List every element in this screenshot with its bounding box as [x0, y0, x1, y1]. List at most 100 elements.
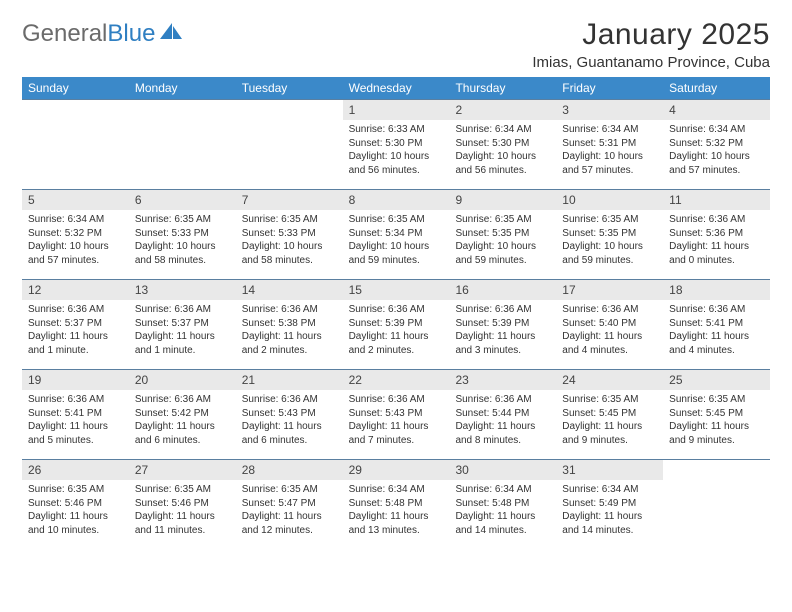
day-details: Sunrise: 6:36 AMSunset: 5:37 PMDaylight:…	[22, 300, 129, 363]
day-details: Sunrise: 6:35 AMSunset: 5:33 PMDaylight:…	[236, 210, 343, 273]
sunset-text: Sunset: 5:39 PM	[349, 317, 444, 331]
day-number: 2	[449, 99, 556, 120]
day-number: 8	[343, 189, 450, 210]
sunset-text: Sunset: 5:36 PM	[669, 227, 764, 241]
day-cell: 7Sunrise: 6:35 AMSunset: 5:33 PMDaylight…	[236, 189, 343, 279]
daylight-text: Daylight: 10 hours and 57 minutes.	[28, 240, 123, 267]
day-cell: 6Sunrise: 6:35 AMSunset: 5:33 PMDaylight…	[129, 189, 236, 279]
day-number: 12	[22, 279, 129, 300]
daylight-text: Daylight: 11 hours and 2 minutes.	[349, 330, 444, 357]
daylight-text: Daylight: 11 hours and 8 minutes.	[455, 420, 550, 447]
sunset-text: Sunset: 5:32 PM	[28, 227, 123, 241]
daylight-text: Daylight: 11 hours and 6 minutes.	[135, 420, 230, 447]
sunset-text: Sunset: 5:49 PM	[562, 497, 657, 511]
weekday-header: Thursday	[449, 77, 556, 99]
sunset-text: Sunset: 5:38 PM	[242, 317, 337, 331]
day-number: 21	[236, 369, 343, 390]
day-details: Sunrise: 6:34 AMSunset: 5:48 PMDaylight:…	[343, 480, 450, 543]
sunrise-text: Sunrise: 6:34 AM	[562, 483, 657, 497]
day-details: Sunrise: 6:35 AMSunset: 5:45 PMDaylight:…	[556, 390, 663, 453]
day-cell: 14Sunrise: 6:36 AMSunset: 5:38 PMDayligh…	[236, 279, 343, 369]
day-number: 28	[236, 459, 343, 480]
day-cell: 9Sunrise: 6:35 AMSunset: 5:35 PMDaylight…	[449, 189, 556, 279]
daylight-text: Daylight: 10 hours and 59 minutes.	[562, 240, 657, 267]
daylight-text: Daylight: 11 hours and 9 minutes.	[669, 420, 764, 447]
day-cell: 26Sunrise: 6:35 AMSunset: 5:46 PMDayligh…	[22, 459, 129, 549]
day-details: Sunrise: 6:34 AMSunset: 5:32 PMDaylight:…	[663, 120, 770, 183]
day-details: Sunrise: 6:35 AMSunset: 5:46 PMDaylight:…	[129, 480, 236, 543]
daylight-text: Daylight: 11 hours and 12 minutes.	[242, 510, 337, 537]
sunset-text: Sunset: 5:33 PM	[135, 227, 230, 241]
day-details: Sunrise: 6:34 AMSunset: 5:48 PMDaylight:…	[449, 480, 556, 543]
logo-text-gray: General	[22, 20, 107, 48]
day-cell: 2Sunrise: 6:34 AMSunset: 5:30 PMDaylight…	[449, 99, 556, 189]
sunset-text: Sunset: 5:43 PM	[242, 407, 337, 421]
day-number: 31	[556, 459, 663, 480]
day-cell: 15 Sunrise: 6:36 AMSunset: 5:39 PMDayligh…	[343, 279, 450, 369]
day-cell: 16Sunrise: 6:36 AMSunset: 5:39 PMDayligh…	[449, 279, 556, 369]
daylight-text: Daylight: 11 hours and 7 minutes.	[349, 420, 444, 447]
weekday-header: Wednesday	[343, 77, 450, 99]
day-number: 15	[343, 279, 450, 300]
daylight-text: Daylight: 11 hours and 10 minutes.	[28, 510, 123, 537]
day-cell: 24Sunrise: 6:35 AMSunset: 5:45 PMDayligh…	[556, 369, 663, 459]
daylight-text: Daylight: 10 hours and 58 minutes.	[135, 240, 230, 267]
day-details: Sunrise: 6:36 AMSunset: 5:42 PMDaylight:…	[129, 390, 236, 453]
page-subtitle: Imias, Guantanamo Province, Cuba	[532, 54, 770, 71]
day-number: 23	[449, 369, 556, 390]
day-details: Sunrise: 6:36 AMSunset: 5:38 PMDaylight:…	[236, 300, 343, 363]
week-row: 12Sunrise: 6:36 AMSunset: 5:37 PMDayligh…	[22, 279, 770, 369]
sunset-text: Sunset: 5:37 PM	[135, 317, 230, 331]
day-cell: 13Sunrise: 6:36 AMSunset: 5:37 PMDayligh…	[129, 279, 236, 369]
day-number: 7	[236, 189, 343, 210]
day-number: 1	[343, 99, 450, 120]
day-cell: 4Sunrise: 6:34 AMSunset: 5:32 PMDaylight…	[663, 99, 770, 189]
logo-text-blue: Blue	[107, 20, 155, 48]
day-details: Sunrise: 6:36 AMSunset: 5:41 PMDaylight:…	[663, 300, 770, 363]
day-cell: 20Sunrise: 6:36 AMSunset: 5:42 PMDayligh…	[129, 369, 236, 459]
sunset-text: Sunset: 5:41 PM	[669, 317, 764, 331]
day-details: Sunrise: 6:35 AMSunset: 5:46 PMDaylight:…	[22, 480, 129, 543]
sunrise-text: Sunrise: 6:35 AM	[669, 393, 764, 407]
weekday-header: Saturday	[663, 77, 770, 99]
sunrise-text: Sunrise: 6:36 AM	[669, 303, 764, 317]
sunset-text: Sunset: 5:35 PM	[562, 227, 657, 241]
day-number: 27	[129, 459, 236, 480]
page-title: January 2025	[532, 18, 770, 52]
day-cell: 30Sunrise: 6:34 AMSunset: 5:48 PMDayligh…	[449, 459, 556, 549]
day-number: 20	[129, 369, 236, 390]
day-number: 10	[556, 189, 663, 210]
empty-day	[22, 99, 129, 117]
sunrise-text: Sunrise: 6:35 AM	[562, 213, 657, 227]
sunrise-text: Sunrise: 6:35 AM	[28, 483, 123, 497]
day-details: Sunrise: 6:35 AMSunset: 5:35 PMDaylight:…	[449, 210, 556, 273]
day-cell	[236, 99, 343, 189]
day-details: Sunrise: 6:35 AMSunset: 5:33 PMDaylight:…	[129, 210, 236, 273]
logo: GeneralBlue	[22, 18, 184, 48]
sunrise-text: Sunrise: 6:34 AM	[349, 483, 444, 497]
day-details: Sunrise: 6:35 AMSunset: 5:47 PMDaylight:…	[236, 480, 343, 543]
weeks-container: 1Sunrise: 6:33 AMSunset: 5:30 PMDaylight…	[22, 99, 770, 549]
sunrise-text: Sunrise: 6:36 AM	[242, 303, 337, 317]
day-cell: 31Sunrise: 6:34 AMSunset: 5:49 PMDayligh…	[556, 459, 663, 549]
daylight-text: Daylight: 11 hours and 4 minutes.	[669, 330, 764, 357]
sunrise-text: Sunrise: 6:36 AM	[455, 303, 550, 317]
sunrise-text: Sunrise: 6:36 AM	[349, 303, 444, 317]
day-cell: 18Sunrise: 6:36 AMSunset: 5:41 PMDayligh…	[663, 279, 770, 369]
day-number: 3	[556, 99, 663, 120]
sunrise-text: Sunrise: 6:35 AM	[135, 483, 230, 497]
sunset-text: Sunset: 5:37 PM	[28, 317, 123, 331]
day-details: Sunrise: 6:34 AMSunset: 5:30 PMDaylight:…	[449, 120, 556, 183]
daylight-text: Daylight: 11 hours and 1 minute.	[135, 330, 230, 357]
week-row: 26Sunrise: 6:35 AMSunset: 5:46 PMDayligh…	[22, 459, 770, 549]
sunset-text: Sunset: 5:40 PM	[562, 317, 657, 331]
day-number: 24	[556, 369, 663, 390]
day-details: Sunrise: 6:36 AMSunset: 5:36 PMDaylight:…	[663, 210, 770, 273]
sunset-text: Sunset: 5:41 PM	[28, 407, 123, 421]
daylight-text: Daylight: 11 hours and 9 minutes.	[562, 420, 657, 447]
sunrise-text: Sunrise: 6:35 AM	[242, 213, 337, 227]
header: GeneralBlue January 2025 Imias, Guantana…	[22, 18, 770, 71]
sunrise-text: Sunrise: 6:36 AM	[28, 303, 123, 317]
day-number: 13	[129, 279, 236, 300]
day-number: 9	[449, 189, 556, 210]
